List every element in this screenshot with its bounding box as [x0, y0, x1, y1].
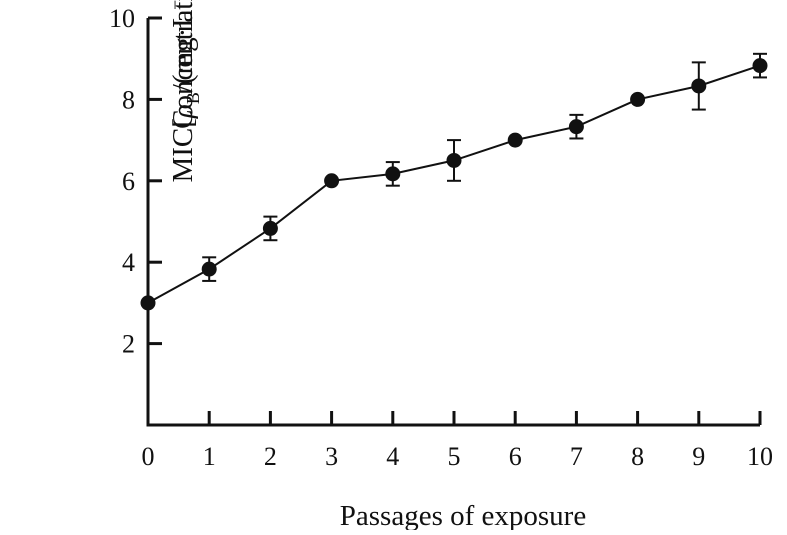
y-axis-label-middle: /(mg·L	[167, 10, 199, 92]
series	[140, 52, 768, 311]
y-axis-label-line-1: Concentration of	[167, 0, 199, 129]
x-tick-label-5: 5	[448, 442, 461, 471]
data-point-9	[691, 78, 707, 94]
data-point-4	[385, 166, 401, 182]
data-point-0	[140, 295, 156, 311]
y-tick-label-10: 10	[109, 4, 135, 33]
data-point-7	[568, 119, 584, 135]
data-point-5	[446, 152, 462, 168]
x-tick-label-4: 4	[386, 442, 399, 471]
axes	[146, 18, 760, 427]
y-tick-label-2: 2	[122, 330, 135, 359]
x-tick-label-1: 1	[203, 442, 216, 471]
y-axis-label-symbol: ρ	[167, 104, 199, 119]
data-point-2	[262, 220, 278, 236]
data-point-6	[507, 132, 523, 148]
x-tick-label-0: 0	[142, 442, 155, 471]
y-tick-label-8: 8	[122, 85, 135, 114]
y-axis-label-superscript: −1	[165, 0, 185, 10]
x-tick-label-7: 7	[570, 442, 583, 471]
x-tick-label-6: 6	[509, 442, 522, 471]
data-point-1	[201, 261, 217, 277]
x-tick-label-9: 9	[692, 442, 705, 471]
x-axis-label: Passages of exposure	[340, 500, 586, 530]
y-axis-label-line-2: MIC[ρB/(mg·L−1)]	[165, 0, 203, 183]
y-axis-label-prefix: MIC[	[167, 118, 199, 182]
y-tick-label-4: 4	[122, 248, 135, 277]
data-point-3	[324, 173, 340, 189]
x-tick-label-3: 3	[325, 442, 338, 471]
x-tick-label-8: 8	[631, 442, 644, 471]
x-tick-label-2: 2	[264, 442, 277, 471]
data-point-8	[630, 91, 646, 107]
y-axis-label-subscript: B	[183, 92, 203, 104]
x-tick-label-10: 10	[747, 442, 773, 471]
data-point-10	[752, 58, 768, 74]
series-0-line	[147, 64, 761, 304]
ticks: 0 1 2 3 4 5 6 7 8 9 10 2 4 6 8 10	[109, 4, 773, 471]
y-tick-label-6: 6	[122, 167, 135, 196]
